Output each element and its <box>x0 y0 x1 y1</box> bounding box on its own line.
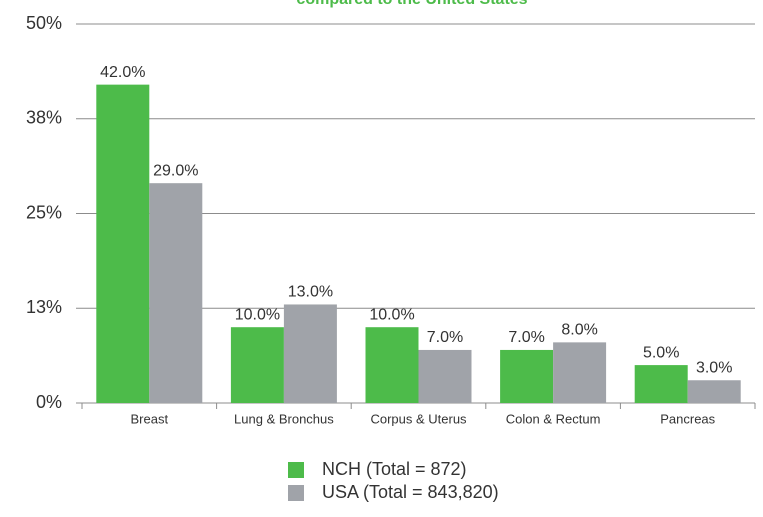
legend-label: NCH (Total = 872) <box>322 459 467 479</box>
legend-label: USA (Total = 843,820) <box>322 482 499 502</box>
value-label: 42.0% <box>100 64 145 81</box>
value-label: 29.0% <box>153 162 198 179</box>
value-label: 5.0% <box>643 344 679 361</box>
bar <box>149 183 203 403</box>
x-tick-label: Colon & Rectum <box>506 411 601 426</box>
bar <box>687 380 741 403</box>
y-tick-label: 50% <box>26 13 62 33</box>
x-tick-label: Lung & Bronchus <box>234 411 334 426</box>
legend-swatch <box>288 462 304 478</box>
bar <box>283 304 337 403</box>
value-label: 10.0% <box>235 306 280 323</box>
y-tick-label: 0% <box>36 392 62 412</box>
bar <box>418 349 472 403</box>
bar <box>365 327 419 403</box>
y-tick-label: 13% <box>26 297 62 317</box>
bar <box>634 365 688 403</box>
value-label: 13.0% <box>288 284 333 301</box>
bar <box>96 84 150 403</box>
x-tick-label: Pancreas <box>660 411 715 426</box>
x-tick-label: Breast <box>131 411 169 426</box>
bar <box>553 342 607 403</box>
chart-title: compared to the United States <box>296 0 527 8</box>
x-tick-label: Corpus & Uterus <box>370 411 467 426</box>
value-label: 8.0% <box>561 322 597 339</box>
value-label: 7.0% <box>427 329 463 346</box>
bar <box>500 349 554 403</box>
bar <box>230 327 284 403</box>
legend-swatch <box>288 485 304 501</box>
y-tick-label: 38% <box>26 108 62 128</box>
value-label: 7.0% <box>508 329 544 346</box>
value-label: 3.0% <box>696 359 732 376</box>
y-tick-label: 25% <box>26 202 62 222</box>
value-label: 10.0% <box>369 306 414 323</box>
